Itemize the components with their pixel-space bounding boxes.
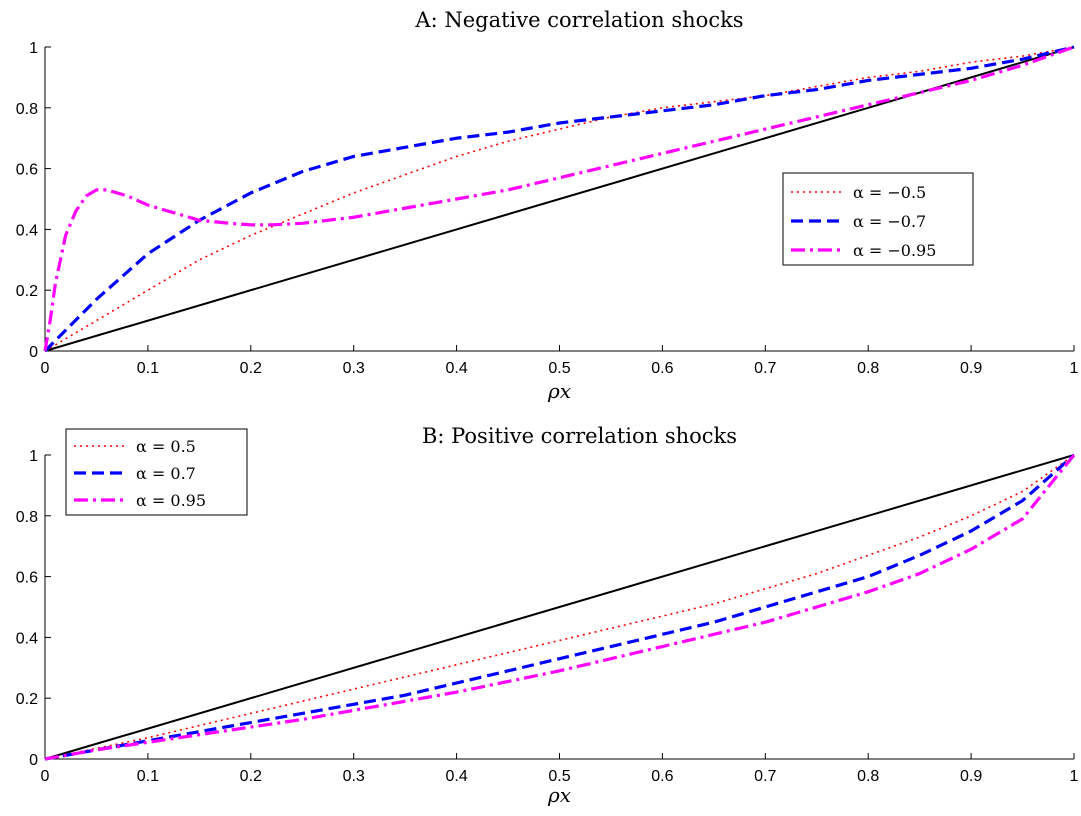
- y-tick-label: 0.4: [16, 630, 38, 647]
- series-line-dotted: [44, 46, 1075, 352]
- x-axis-label: ρx: [547, 783, 571, 807]
- x-tick-label: 0.5: [548, 360, 570, 377]
- reference-line: [44, 46, 1075, 352]
- x-tick-label: 0.7: [754, 768, 776, 785]
- x-tick-label: 0.3: [343, 360, 365, 377]
- series-line-dashed: [43, 45, 1075, 353]
- series-line-dashdot: [44, 453, 1076, 761]
- series-line-dotted: [44, 454, 1075, 760]
- x-tick-label: 0.1: [137, 360, 159, 377]
- x-tick-label: 0.2: [240, 768, 262, 785]
- reference-line: [44, 454, 1075, 760]
- x-tick-label: 0: [41, 768, 50, 785]
- x-tick-label: 0.9: [960, 768, 982, 785]
- x-tick-label: 0.2: [240, 360, 262, 377]
- legend-label: α = 0.5: [136, 437, 196, 456]
- y-tick-label: 0.8: [16, 101, 38, 118]
- y-tick-label: 0.8: [16, 509, 38, 526]
- x-tick-label: 0.1: [137, 768, 159, 785]
- y-tick-label: 0.2: [16, 691, 38, 708]
- x-tick-label: 0.6: [651, 768, 673, 785]
- y-tick-label: 0.6: [16, 162, 38, 179]
- legend-label: α = 0.7: [136, 464, 196, 483]
- x-tick-label: 0.9: [960, 360, 982, 377]
- chart-title: B: Positive correlation shocks: [422, 424, 737, 448]
- x-tick-label: 1: [1070, 360, 1079, 377]
- y-tick-label: 0: [29, 752, 38, 769]
- x-axis-label: ρx: [547, 379, 571, 403]
- x-tick-label: 0.8: [857, 360, 879, 377]
- x-tick-label: 0.6: [651, 360, 673, 377]
- y-tick-label: 0.2: [16, 283, 38, 300]
- y-tick-label: 0.4: [16, 222, 38, 239]
- x-tick-label: 0.5: [548, 768, 570, 785]
- chart-title: A: Negative correlation shocks: [414, 8, 743, 32]
- legend-box: [782, 172, 974, 266]
- chart-panel-1: A: Negative correlation shocks 0 0.1 0.2 0.3…: [16, 8, 1079, 403]
- x-tick-label: 0: [41, 360, 50, 377]
- legend-label: α = −0.7: [853, 212, 926, 231]
- y-tick-label: 1: [29, 40, 38, 57]
- x-tick-label: 0.4: [445, 768, 467, 785]
- legend-label: α = 0.95: [136, 491, 206, 510]
- x-tick-label: 0.8: [857, 768, 879, 785]
- x-tick-label: 0.4: [445, 360, 467, 377]
- y-tick-label: 1: [29, 448, 38, 465]
- series-line-dashed: [44, 453, 1076, 761]
- series-line-dashdot: [43, 45, 1075, 352]
- legend: α = 0.5 α = 0.7 α = 0.95: [65, 428, 248, 516]
- legend-label: α = −0.95: [853, 241, 936, 260]
- chart-panel-2: B: Positive correlation shocks 0 0.1 0.2 0.3…: [16, 424, 1079, 807]
- legend-label: α = −0.5: [853, 183, 926, 202]
- x-tick-label: 0.3: [343, 768, 365, 785]
- x-tick-label: 1: [1070, 768, 1079, 785]
- legend: α = −0.5 α = −0.7 α = −0.95: [782, 172, 974, 266]
- y-tick-label: 0.6: [16, 570, 38, 587]
- x-tick-label: 0.7: [754, 360, 776, 377]
- y-tick-label: 0: [29, 344, 38, 361]
